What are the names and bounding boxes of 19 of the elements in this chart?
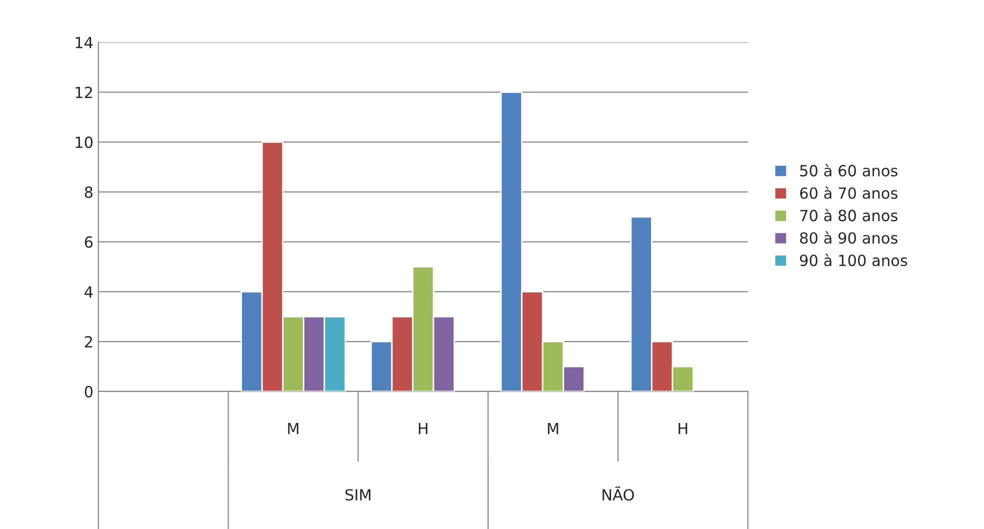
legend-label: 90 à 100 anos bbox=[800, 254, 908, 266]
x-tick-label: M bbox=[288, 422, 298, 434]
x-tick-label: H bbox=[418, 422, 428, 434]
y-tick-label: 4 bbox=[84, 286, 93, 298]
legend-label: 50 à 60 anos bbox=[800, 164, 898, 176]
legend-label: 60 à 70 anos bbox=[800, 186, 898, 199]
y-tick-label: 6 bbox=[84, 236, 93, 248]
y-tick-label: 12 bbox=[76, 86, 92, 98]
y-tick-label: 14 bbox=[76, 36, 93, 48]
x-tick-label: H bbox=[678, 422, 688, 434]
y-tick-label: 10 bbox=[76, 136, 93, 148]
legend-label: 80 à 90 anos bbox=[800, 231, 898, 244]
y-tick-label: 2 bbox=[84, 336, 92, 348]
y-tick-label: 0 bbox=[84, 386, 93, 398]
x-tick-label: M bbox=[548, 422, 558, 434]
y-tick-label: 8 bbox=[84, 186, 92, 198]
text: NÃO bbox=[602, 486, 634, 501]
text: SIM bbox=[345, 489, 370, 501]
legend-label: 70 à 80 anos bbox=[800, 208, 898, 222]
